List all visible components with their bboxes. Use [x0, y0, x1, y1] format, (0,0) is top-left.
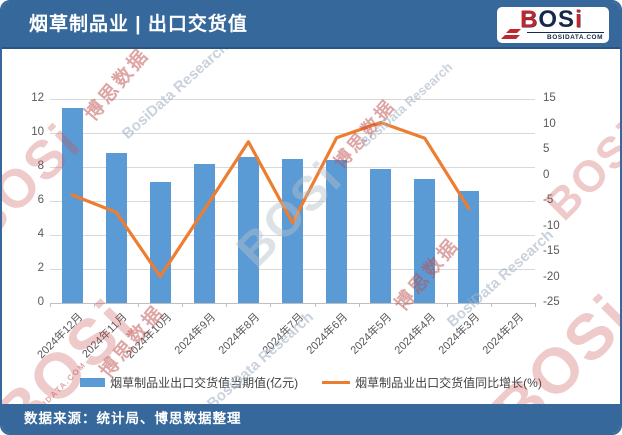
- x-axis-label: 2024年10月: [123, 311, 174, 362]
- bar: [237, 156, 259, 303]
- bar: [193, 163, 215, 303]
- y-axis-label-right: -5: [543, 194, 554, 206]
- bar: [61, 107, 83, 303]
- x-axis-tick: [535, 303, 536, 307]
- y-axis-label-left: 12: [31, 92, 44, 104]
- legend-label-line: 烟草制品业出口交货值同比增长(%): [355, 375, 542, 390]
- y-axis-label-right: -10: [543, 219, 560, 232]
- x-axis-label: 2024年12月: [35, 311, 86, 362]
- y-axis-label-right: 15: [543, 92, 556, 104]
- x-axis-tick: [94, 303, 96, 307]
- footer-bar: 数据来源：统计局、博思数据整理: [2, 404, 620, 433]
- x-axis-label: 2024年8月: [216, 311, 263, 357]
- y-axis-label-right: 10: [543, 117, 556, 130]
- x-axis-tick: [226, 303, 228, 307]
- legend-line-swatch-icon: [322, 380, 351, 384]
- data-source: 数据来源：统计局、博思数据整理: [24, 411, 242, 426]
- x-axis-label: 2024年4月: [392, 311, 439, 357]
- bosi-logo: BOSi BOSIDATA.COM: [497, 7, 609, 43]
- x-axis-label: 2024年5月: [348, 311, 395, 357]
- bar: [149, 182, 171, 303]
- x-axis-tick: [446, 303, 448, 307]
- bar: [326, 160, 348, 303]
- legend-item-line: 烟草制品业出口交货值同比增长(%): [322, 374, 542, 391]
- x-axis-label: 2024年2月: [480, 311, 527, 357]
- bar: [370, 168, 392, 303]
- x-axis-label: 2024年11月: [80, 311, 130, 361]
- logo-letter: i: [575, 7, 583, 33]
- y-axis-label-left: 6: [37, 194, 44, 206]
- x-axis-line: [50, 303, 535, 304]
- y-axis-label-right: -20: [543, 270, 560, 283]
- bar: [105, 153, 127, 303]
- x-axis-label: 2024年7月: [260, 311, 307, 357]
- legend: 烟草制品业出口交货值当期值(亿元) 烟草制品业出口交货值同比增长(%): [2, 373, 620, 391]
- bar: [458, 190, 480, 303]
- x-axis-tick: [50, 303, 51, 307]
- trend-line: [70, 120, 471, 279]
- legend-bar-swatch-icon: [80, 377, 106, 387]
- x-axis-tick: [358, 303, 360, 307]
- logo-stripe-icon: [501, 35, 520, 39]
- logo-domain: BOSIDATA.COM: [547, 34, 603, 41]
- gridline: [50, 99, 535, 100]
- y-axis-label-right: 5: [543, 143, 550, 155]
- header-bar: 烟草制品业 | 出口交货值 BOSi BOSIDATA.COM: [2, 2, 620, 49]
- x-axis-label: 2024年3月: [436, 311, 483, 357]
- y-axis-label-right: 0: [543, 168, 550, 181]
- x-axis-tick: [314, 303, 316, 307]
- bar: [282, 158, 303, 303]
- y-axis-label-left: 2: [37, 262, 44, 274]
- x-axis-tick: [490, 303, 492, 307]
- x-axis-tick: [138, 303, 140, 307]
- x-axis-label: 2024年9月: [172, 311, 218, 357]
- y-axis-label-left: 0: [37, 296, 44, 308]
- gridline: [50, 133, 535, 134]
- logo-letter: B: [520, 7, 539, 33]
- y-axis-label-left: 10: [31, 126, 44, 138]
- y-axis-label-right: -25: [543, 296, 560, 308]
- y-axis-label-left: 8: [37, 160, 44, 172]
- x-axis-tick: [182, 303, 184, 307]
- logo-rule: [527, 32, 604, 33]
- x-axis-tick: [270, 303, 272, 307]
- legend-item-bars: 烟草制品业出口交货值当期值(亿元): [80, 374, 298, 391]
- logo-wordmark: BOSi: [520, 8, 583, 32]
- logo-stripe-icon: [506, 29, 521, 33]
- y-axis-label-right: -15: [543, 245, 560, 257]
- y-axis-label-left: 4: [37, 228, 44, 240]
- x-axis-tick: [402, 303, 404, 307]
- legend-label-bars: 烟草制品业出口交货值当期值(亿元): [110, 375, 299, 390]
- page-title: 烟草制品业 | 出口交货值: [29, 14, 248, 35]
- bar: [414, 178, 436, 303]
- logo-letter: OS: [538, 7, 576, 33]
- x-axis-label: 2024年6月: [304, 311, 351, 357]
